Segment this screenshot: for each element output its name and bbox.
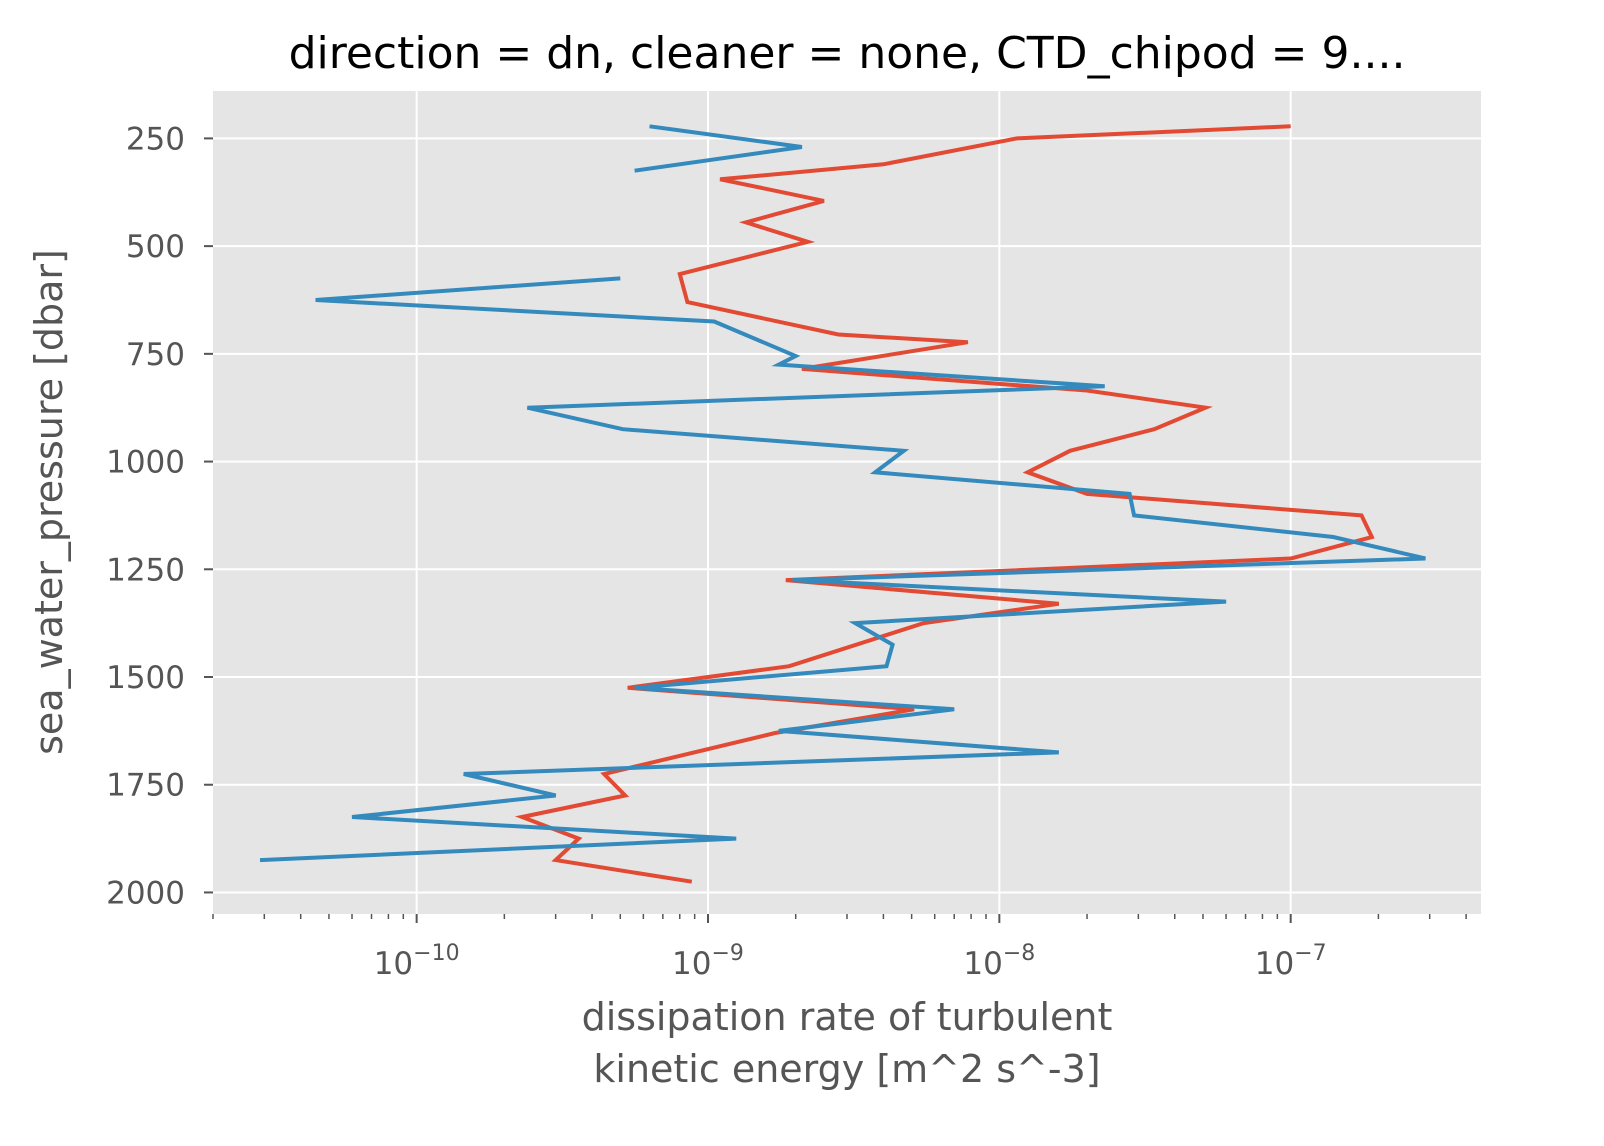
y-tick-label: 1000: [106, 445, 185, 481]
grid: [213, 91, 1481, 914]
x-tick-base: 10: [963, 946, 1002, 982]
series-line-2: [259, 124, 1426, 863]
x-tick-base: 10: [672, 946, 711, 982]
y-axis-label: sea_water_pressure [dbar]: [27, 249, 71, 755]
x-tick-label: 10−10: [374, 941, 460, 982]
y-tick-label: 1750: [106, 768, 185, 804]
y-tick-label: 1500: [106, 660, 185, 696]
y-axis-ticks: 250 500 750 1000 1250 1500 1750 2000: [106, 121, 213, 911]
x-axis-ticks: 10−10 10−9 10−8 10−7: [212, 914, 1467, 982]
x-tick-exponent: −7: [1294, 941, 1326, 966]
x-tick-exponent: −9: [711, 941, 743, 966]
y-tick-label: 1250: [106, 552, 185, 588]
chart-title: direction = dn, cleaner = none, CTD_chip…: [289, 28, 1406, 79]
x-tick-base: 10: [1255, 946, 1294, 982]
x-axis-label-line1: dissipation rate of turbulent: [582, 995, 1113, 1039]
x-tick-label: 10−8: [963, 941, 1035, 982]
y-tick-label: 2000: [106, 875, 185, 911]
x-tick-exponent: −10: [413, 941, 459, 966]
x-tick-exponent: −8: [1003, 941, 1035, 966]
series-line-1: [514, 124, 1375, 884]
x-axis-label-line2: kinetic energy [m^2 s^-3]: [593, 1047, 1100, 1091]
x-tick-base: 10: [374, 946, 413, 982]
x-tick-label: 10−9: [672, 941, 744, 982]
series-lines: [259, 124, 1426, 884]
y-tick-label: 500: [126, 229, 185, 265]
y-tick-label: 250: [126, 121, 185, 157]
y-tick-label: 750: [126, 337, 185, 373]
plot-background: [213, 91, 1481, 914]
x-tick-label: 10−7: [1255, 941, 1327, 982]
